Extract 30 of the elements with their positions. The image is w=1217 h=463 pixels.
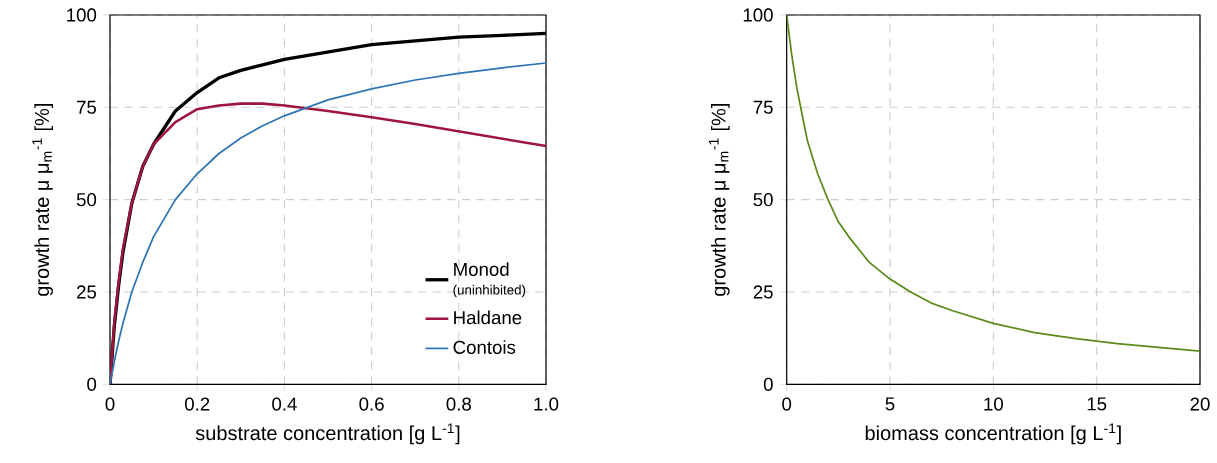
y-tick-label: 25: [753, 285, 773, 299]
x-tick-label: 0.2: [184, 397, 210, 411]
x-axis-title: substrate concentration [g L$^{-1}$]: [195, 423, 460, 445]
y-tick-label: 75: [753, 100, 773, 114]
x-tick-label: 5: [885, 397, 895, 411]
y-axis-title: growth rate μ μ$_{m}$$^{-1}$ [%]: [708, 104, 730, 296]
y-tick-label: 25: [77, 285, 97, 299]
y-tick-label: 0: [87, 377, 97, 391]
legend-label: Haldane: [454, 310, 522, 325]
y-tick-label: 75: [77, 100, 97, 114]
y-tick-label: 100: [743, 8, 773, 22]
line-series: [786, 14, 1200, 352]
y-axis-title: growth rate μ μ$_{m}$$^{-1}$ [%]: [32, 104, 53, 296]
y-tick-label: 0: [763, 377, 773, 391]
x-tick-label: 0.8: [446, 397, 471, 411]
legend-label: Contois: [453, 340, 516, 354]
x-tick-label: 0.4: [272, 397, 297, 411]
x-tick-label: 20: [1190, 397, 1210, 411]
y-tick-label: 50: [753, 193, 773, 207]
x-tick-label: 1.0: [534, 397, 559, 411]
y-tick-label: 100: [67, 8, 97, 22]
x-tick-label: 0: [105, 397, 115, 411]
x-axis-title: biomass concentration [g L$^{-1}$]: [865, 423, 1121, 445]
x-tick-label: 0.6: [359, 397, 384, 411]
x-tick-label: 15: [1087, 397, 1107, 411]
annotation: (uninhibited): [453, 284, 526, 298]
x-tick-label: 10: [984, 397, 1003, 411]
y-tick-label: 50: [76, 193, 97, 207]
legend-label: Monod: [454, 262, 509, 276]
x-tick-label: 0: [782, 397, 792, 411]
